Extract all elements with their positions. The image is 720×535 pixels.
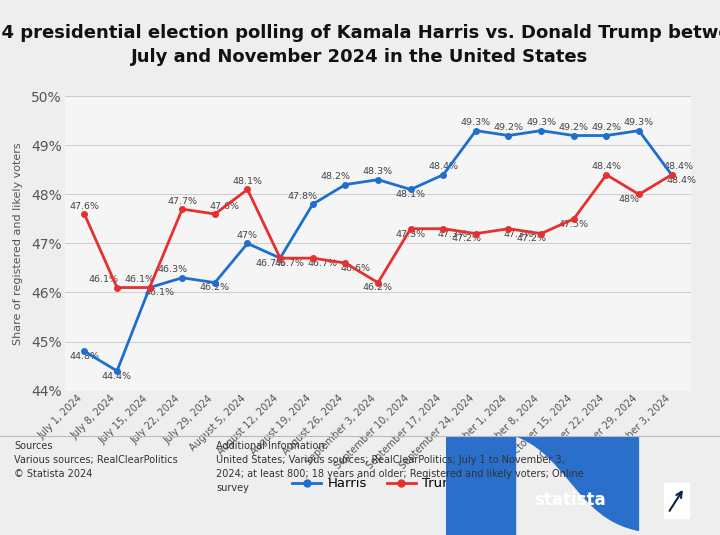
Text: 48.1%: 48.1% — [233, 177, 263, 186]
Text: Additional Information:
United States; Various sources; RealClearPolitics; July : Additional Information: United States; V… — [216, 441, 584, 493]
Text: 47%: 47% — [237, 231, 258, 240]
Text: statista: statista — [534, 491, 606, 509]
Text: 46.7%: 46.7% — [275, 259, 305, 268]
Text: 47.7%: 47.7% — [167, 197, 197, 205]
Text: 46.1%: 46.1% — [89, 275, 119, 284]
Text: 46.6%: 46.6% — [340, 264, 370, 273]
Text: 44.4%: 44.4% — [102, 372, 132, 381]
Text: 48.2%: 48.2% — [320, 172, 351, 181]
Text: 49.3%: 49.3% — [461, 118, 491, 127]
Text: 46.1%: 46.1% — [145, 288, 174, 297]
Text: 46.2%: 46.2% — [363, 284, 393, 293]
Text: 49.2%: 49.2% — [559, 123, 589, 132]
Text: 47.3%: 47.3% — [438, 230, 468, 239]
Text: 46.3%: 46.3% — [158, 265, 187, 274]
Text: 2024 presidential election polling of Kamala Harris vs. Donald Trump between
Jul: 2024 presidential election polling of Ka… — [0, 24, 720, 66]
Text: 48.4%: 48.4% — [591, 162, 621, 171]
Text: 49.3%: 49.3% — [526, 118, 556, 127]
Text: 47.8%: 47.8% — [288, 192, 318, 201]
Text: 48%: 48% — [618, 195, 639, 204]
Text: 47.6%: 47.6% — [210, 202, 240, 211]
Legend: Harris, Trump: Harris, Trump — [287, 472, 469, 496]
Text: 47.2%: 47.2% — [516, 234, 546, 243]
Text: 48.4%: 48.4% — [428, 162, 458, 171]
Text: 47.6%: 47.6% — [69, 202, 99, 211]
Text: 49.3%: 49.3% — [624, 118, 654, 127]
Text: 47.3%: 47.3% — [395, 230, 426, 239]
Text: 46.2%: 46.2% — [200, 284, 230, 293]
Text: 46.7%: 46.7% — [256, 259, 285, 268]
Text: 48.3%: 48.3% — [363, 167, 393, 176]
Text: 48.1%: 48.1% — [395, 190, 426, 199]
Text: Sources
Various sources; RealClearPolitics
© Statista 2024: Sources Various sources; RealClearPoliti… — [14, 441, 178, 479]
Text: 48.4%: 48.4% — [667, 175, 696, 185]
Text: 48.4%: 48.4% — [663, 162, 693, 171]
Text: 44.8%: 44.8% — [69, 352, 99, 361]
Text: 47.2%: 47.2% — [451, 234, 481, 243]
Text: 46.7%: 46.7% — [307, 259, 338, 268]
Text: 47.3%: 47.3% — [503, 230, 534, 239]
Text: 49.2%: 49.2% — [591, 123, 621, 132]
Text: 46.1%: 46.1% — [125, 275, 155, 284]
Text: 47.5%: 47.5% — [559, 220, 589, 228]
Y-axis label: Share of registered and likely voters: Share of registered and likely voters — [13, 142, 23, 345]
Text: 49.2%: 49.2% — [493, 123, 523, 132]
FancyBboxPatch shape — [664, 483, 688, 518]
